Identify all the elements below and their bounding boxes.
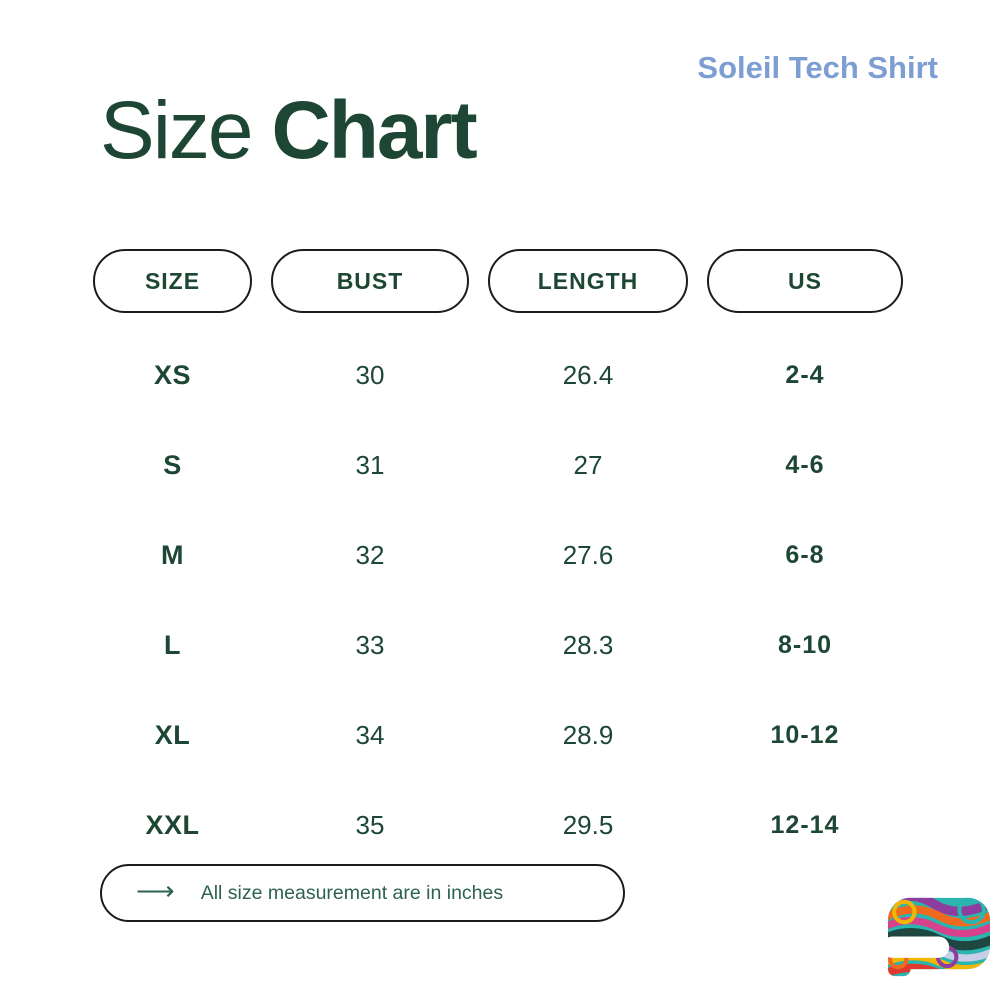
table-row: S 31 27 4-6	[93, 420, 903, 510]
page-title-word-chart: Chart	[271, 85, 478, 176]
table-cell: 29.5	[562, 809, 614, 840]
column-header-pill-bust: BUST	[271, 249, 469, 313]
table-cell: S	[163, 449, 182, 480]
table-cell: XS	[153, 359, 192, 390]
table-cell: XL	[154, 719, 191, 750]
units-note-pill: ⟶ All size measurement are in inches	[100, 864, 625, 922]
table-cell: M	[161, 539, 184, 570]
table-cell: 10-12	[770, 720, 840, 749]
units-note-text: All size measurement are in inches	[200, 881, 504, 904]
column-header-label: BUST	[336, 267, 404, 294]
table-row: XXL 35 29.5 12-14	[93, 780, 903, 870]
table-cell: 30	[355, 359, 385, 390]
table-cell: 31	[355, 449, 385, 480]
table-cell: 28.9	[562, 719, 614, 750]
column-header-label: SIZE	[144, 267, 201, 294]
table-row: L 33 28.3 8-10	[93, 600, 903, 690]
table-row: XS 30 26.4 2-4	[93, 330, 903, 420]
table-cell: 34	[355, 719, 385, 750]
column-header-label: US	[788, 267, 822, 294]
table-header-row: SIZE BUST LENGTH US	[93, 249, 903, 313]
column-header-pill-length: LENGTH	[488, 249, 688, 313]
table-cell: 2-4	[785, 360, 825, 389]
product-name: Soleil Tech Shirt	[697, 50, 938, 85]
table-cell: L	[164, 629, 181, 660]
table-row: XL 34 28.9 10-12	[93, 690, 903, 780]
table-row: M 32 27.6 6-8	[93, 510, 903, 600]
table-cell: 33	[355, 629, 385, 660]
table-cell: 8-10	[777, 630, 833, 659]
table-body: XS 30 26.4 2-4 S 31 27 4-6 M 32 27.6 6-8 L 33 28.3 8-10…	[93, 330, 903, 870]
page-title-word-size: Size	[100, 85, 254, 176]
table-cell: 12-14	[770, 810, 840, 839]
table-cell: 6-8	[785, 540, 825, 569]
table-cell: 35	[355, 809, 385, 840]
brand-logo-icon	[888, 897, 990, 977]
column-header-label: LENGTH	[537, 267, 639, 294]
table-cell: 28.3	[562, 629, 614, 660]
page-title: Size Chart	[100, 84, 478, 178]
table-cell: 27	[573, 449, 603, 480]
table-cell: 4-6	[785, 450, 825, 479]
column-header-pill-us: US	[707, 249, 903, 313]
table-cell: 32	[355, 539, 385, 570]
table-cell: 26.4	[562, 359, 614, 390]
table-cell: 27.6	[562, 539, 614, 570]
arrow-right-icon: ⟶	[136, 875, 175, 906]
column-header-pill-size: SIZE	[93, 249, 252, 313]
table-cell: XXL	[145, 809, 200, 840]
